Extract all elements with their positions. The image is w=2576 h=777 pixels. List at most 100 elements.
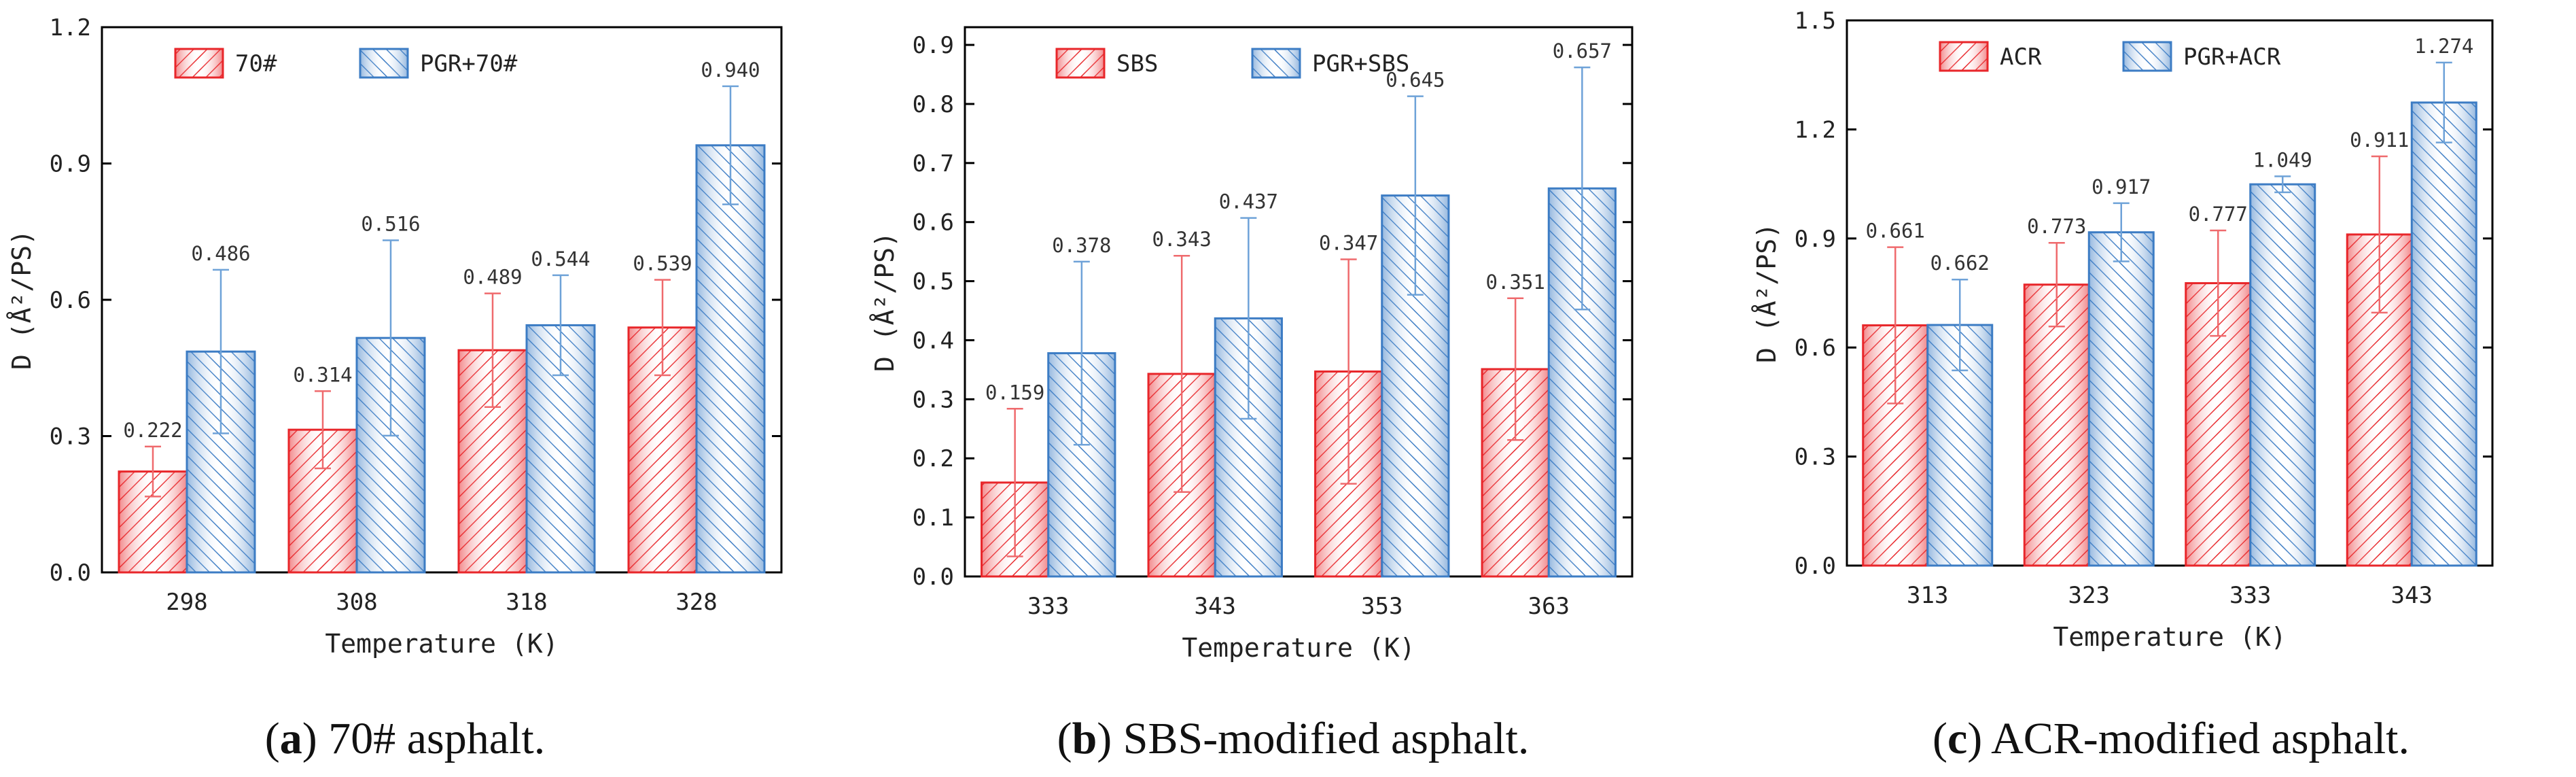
data-label: 1.274 <box>2414 35 2473 58</box>
bar-shade <box>2087 231 2155 567</box>
data-label: 0.378 <box>1052 234 1111 257</box>
panel-caption: (a) 70# asphalt. <box>265 714 545 763</box>
x-tick-label: 343 <box>1195 593 1236 620</box>
y-tick-label: 0.2 <box>913 445 954 472</box>
data-label: 0.351 <box>1485 271 1545 294</box>
legend-swatch <box>174 48 224 79</box>
y-axis-title: D (Å²/PS) <box>7 230 37 370</box>
data-label: 0.314 <box>293 363 352 386</box>
y-tick-label: 0.0 <box>913 564 954 591</box>
data-label: 0.917 <box>2092 175 2151 198</box>
y-tick-label: 1.5 <box>1795 7 1836 35</box>
x-tick-label: 343 <box>2391 582 2433 609</box>
y-tick-label: 0.9 <box>50 151 91 178</box>
panel-caption: (b) SBS-modified asphalt. <box>1057 714 1530 763</box>
legend-label: 70# <box>235 50 277 77</box>
chart-panel-c: 0.0 0.3 0.6 0.9 1.2 1.5 D (Å²/PS) 313 0.6610.662… <box>1752 7 2494 763</box>
legend-label: SBS <box>1116 50 1158 77</box>
data-label: 0.544 <box>531 247 590 271</box>
plot-frame <box>964 26 1634 578</box>
legend-label: PGR+SBS <box>1312 50 1409 77</box>
y-tick-label: 0.3 <box>1795 444 1836 471</box>
bar-shade <box>695 144 766 574</box>
legend-swatch <box>1939 41 1989 72</box>
chart-panel-b: 0.0 0.1 0.2 0.3 0.4 0.5 0.6 0.7 0.8 0.9 D (Å²/PS) 3… <box>870 26 1634 763</box>
x-tick-label: 313 <box>1907 582 1948 609</box>
x-tick-label: 333 <box>2229 582 2271 609</box>
data-label: 0.657 <box>1553 39 1612 63</box>
y-axis-title: D (Å²/PS) <box>870 232 900 372</box>
data-label: 0.645 <box>1386 69 1445 92</box>
caption-letter: b <box>1072 714 1097 763</box>
y-tick-label: 0.8 <box>913 91 954 118</box>
x-axis-title: Temperature (K) <box>325 629 558 659</box>
x-axis-title: Temperature (K) <box>1182 633 1415 663</box>
legend-label: PGR+70# <box>420 50 518 77</box>
data-label: 0.662 <box>1930 252 1990 275</box>
chart-panel-a: 0.0 0.3 0.6 0.9 1.2 D (Å²/PS) 298 0.222 0.486 308… <box>7 14 783 763</box>
x-tick-label: 298 <box>166 589 207 616</box>
y-tick-label: 0.0 <box>50 559 91 587</box>
legend-label: ACR <box>2000 44 2042 71</box>
y-tick-label: 0.6 <box>913 209 954 237</box>
data-label: 0.489 <box>463 266 522 289</box>
data-label: 0.486 <box>191 242 250 265</box>
y-tick-label: 0.6 <box>1795 334 1836 362</box>
x-tick-label: 353 <box>1361 593 1402 620</box>
data-label: 0.222 <box>123 419 182 442</box>
y-tick-label: 0.3 <box>913 386 954 413</box>
data-label: 1.049 <box>2253 148 2312 171</box>
data-label: 0.940 <box>701 58 760 82</box>
bar-shade <box>2410 101 2477 567</box>
data-label: 0.777 <box>2189 203 2248 226</box>
bar-shade <box>2023 283 2090 567</box>
plot-frame <box>1846 19 2494 567</box>
y-tick-label: 0.3 <box>50 424 91 451</box>
caption-text: SBS-modified asphalt. <box>1123 714 1530 763</box>
legend-swatch <box>1055 48 1106 79</box>
y-tick-label: 1.2 <box>1795 116 1836 143</box>
y-tick-label: 0.6 <box>50 287 91 314</box>
caption-paren-close: ) <box>1097 714 1123 763</box>
legend-swatch <box>2122 41 2172 72</box>
x-tick-label: 363 <box>1528 593 1570 620</box>
caption-text: 70# asphalt. <box>328 714 545 763</box>
data-label: 0.773 <box>2027 215 2086 238</box>
y-tick-label: 0.9 <box>913 32 954 59</box>
data-label: 0.911 <box>2350 128 2409 152</box>
caption-paren-close: ) <box>302 714 328 763</box>
y-tick-label: 0.7 <box>913 150 954 177</box>
panel-caption: (c) ACR-modified asphalt. <box>1933 714 2410 763</box>
data-label: 0.347 <box>1319 231 1378 254</box>
data-label: 0.159 <box>985 381 1044 404</box>
bar-shade <box>2249 183 2316 567</box>
caption-paren-close: ) <box>1967 714 1991 763</box>
caption-letter: c <box>1947 714 1967 763</box>
data-label: 0.437 <box>1219 190 1278 213</box>
y-tick-label: 0.9 <box>1795 226 1836 253</box>
data-label: 0.539 <box>633 252 692 275</box>
x-tick-label: 308 <box>336 589 377 616</box>
y-tick-label: 0.4 <box>913 327 954 354</box>
caption-paren-open: ( <box>1057 714 1072 763</box>
y-tick-label: 0.1 <box>913 504 954 532</box>
caption-paren-open: ( <box>1933 714 1947 763</box>
x-tick-label: 333 <box>1027 593 1069 620</box>
caption-text: ACR-modified asphalt. <box>1991 714 2410 763</box>
x-tick-label: 323 <box>2068 582 2110 609</box>
data-label: 0.516 <box>361 212 420 235</box>
caption-letter: a <box>280 714 302 763</box>
x-tick-label: 328 <box>675 589 717 616</box>
legend-swatch <box>1251 48 1301 79</box>
y-tick-label: 0.5 <box>913 269 954 296</box>
legend-label: PGR+ACR <box>2183 44 2281 71</box>
y-tick-label: 1.2 <box>50 14 91 41</box>
data-label: 0.343 <box>1152 228 1211 251</box>
y-axis-title: D (Å²/PS) <box>1752 223 1782 363</box>
caption-paren-open: ( <box>265 714 280 763</box>
x-tick-label: 318 <box>506 589 547 616</box>
y-tick-label: 0.0 <box>1795 553 1836 580</box>
x-axis-title: Temperature (K) <box>2053 622 2286 652</box>
data-label: 0.661 <box>1866 220 1925 243</box>
